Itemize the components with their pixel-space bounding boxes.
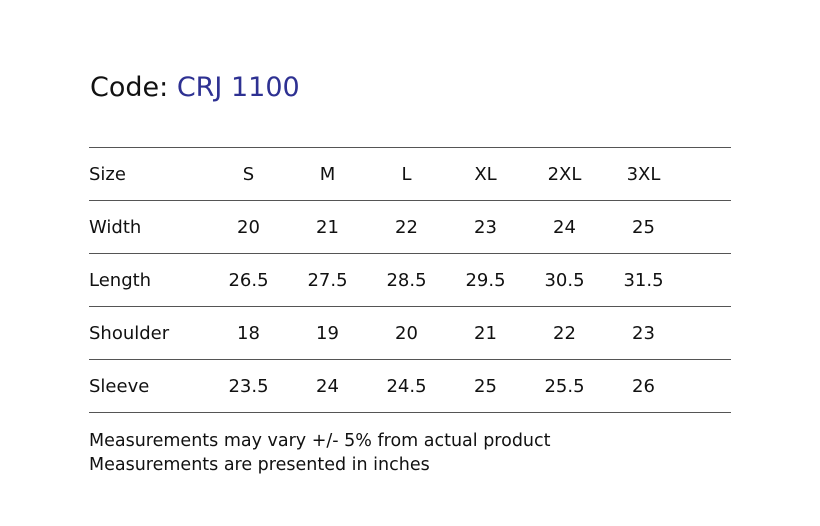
table-row: Sleeve 23.5 24 24.5 25 25.5 26 [89,359,731,413]
spacer [683,147,731,201]
size-table: Size S M L XL 2XL 3XL Width 20 21 22 23 24 25 Length 26… [89,147,731,413]
cell: 24 [525,200,604,254]
cell: 20 [209,200,288,254]
note: Measurements may vary +/- 5% from actual… [89,431,551,451]
cell: 28.5 [367,253,446,307]
cell: 30.5 [525,253,604,307]
cell: 2XL [525,147,604,201]
cell: XL [446,147,525,201]
spacer [683,306,731,360]
cell: 24 [288,359,367,413]
cell: 24.5 [367,359,446,413]
cell: 3XL [604,147,683,201]
cell: 26.5 [209,253,288,307]
cell: Sleeve [89,359,209,413]
cell: 21 [446,306,525,360]
cell: 27.5 [288,253,367,307]
spacer [683,359,731,413]
spacer [683,200,731,254]
header-row: Size S M L XL 2XL 3XL [89,147,731,201]
cell: 23 [446,200,525,254]
product-code: CRJ 1100 [176,72,300,103]
cell: 23 [604,306,683,360]
title-label: Code: [90,72,169,103]
cell: Shoulder [89,306,209,360]
table-row: Width 20 21 22 23 24 25 [89,200,731,254]
cell: 18 [209,306,288,360]
cell: 22 [525,306,604,360]
cell: 31.5 [604,253,683,307]
note: Measurements are presented in inches [89,455,430,475]
cell: Width [89,200,209,254]
cell: 25.5 [525,359,604,413]
cell: M [288,147,367,201]
title: Code: CRJ 1100 [90,72,300,103]
cell: L [367,147,446,201]
cell: 29.5 [446,253,525,307]
spacer [683,253,731,307]
cell: 22 [367,200,446,254]
table-row: Shoulder 18 19 20 21 22 23 [89,306,731,360]
cell: 19 [288,306,367,360]
table-row: Length 26.5 27.5 28.5 29.5 30.5 31.5 [89,253,731,307]
cell: 25 [604,200,683,254]
cell: 20 [367,306,446,360]
cell: Length [89,253,209,307]
cell: 21 [288,200,367,254]
cell: 23.5 [209,359,288,413]
cell: Size [89,147,209,201]
cell: 25 [446,359,525,413]
cell: S [209,147,288,201]
notes: Measurements may vary +/- 5% from actual… [89,429,551,477]
cell: 26 [604,359,683,413]
